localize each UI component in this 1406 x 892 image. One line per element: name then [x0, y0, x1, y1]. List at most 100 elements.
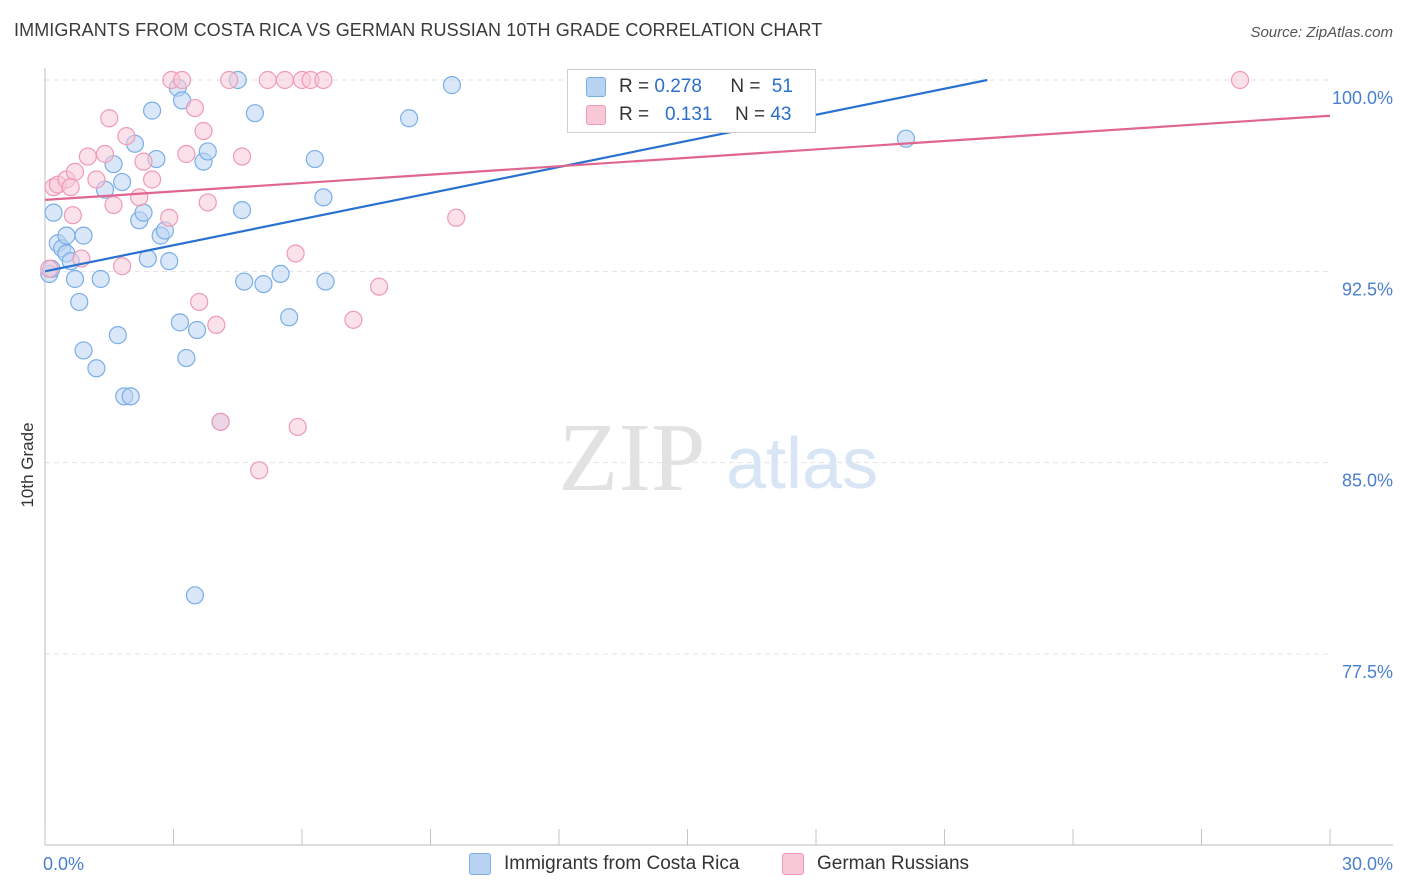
bottom-legend-swatch-pink	[782, 853, 804, 875]
watermark-atlas: atlas	[726, 424, 878, 504]
point-german-russian	[160, 208, 179, 227]
point-costa-rica	[399, 109, 419, 128]
point-german-russian	[370, 277, 389, 296]
point-german-russian	[185, 98, 205, 118]
point-costa-rica	[305, 149, 324, 169]
point-german-russian	[220, 70, 239, 90]
legend-row-german-russians: R = 0.131 N = 43	[586, 104, 791, 126]
bottom-legend-label: German Russians	[817, 853, 970, 874]
trend-lines	[44, 78, 1331, 273]
legend-r-value: 0.278	[654, 76, 702, 97]
point-costa-rica	[232, 201, 252, 220]
point-costa-rica	[70, 292, 89, 312]
point-costa-rica	[271, 264, 290, 283]
chart-title: IMMIGRANTS FROM COSTA RICA VS GERMAN RUS…	[14, 20, 823, 40]
y-tick-label: 85.0%	[1342, 471, 1393, 491]
point-costa-rica	[185, 586, 205, 605]
point-german-russian	[250, 461, 269, 480]
point-costa-rica	[254, 274, 273, 294]
point-german-russian	[447, 208, 466, 227]
point-costa-rica	[170, 313, 190, 332]
point-german-russian	[344, 310, 363, 329]
legend-row-costa-rica: R = 0.278 N = 51	[586, 76, 793, 98]
point-german-russian	[78, 147, 97, 166]
point-german-russian	[207, 315, 226, 335]
trend-line-german-russian	[44, 114, 1331, 201]
point-german-russian	[63, 206, 82, 225]
watermark: ZIP atlas	[559, 404, 879, 512]
point-costa-rica	[245, 104, 264, 123]
point-costa-rica	[91, 269, 110, 289]
y-tick-label: 100.0%	[1332, 88, 1393, 108]
point-german-russian	[232, 147, 252, 166]
point-german-russian	[194, 121, 213, 141]
point-german-russian	[130, 188, 149, 207]
legend-swatch-pink	[586, 105, 606, 125]
legend-n-label: N =	[734, 104, 766, 125]
point-german-russian	[198, 193, 217, 212]
point-costa-rica	[142, 101, 162, 120]
point-german-russian	[288, 417, 307, 437]
point-costa-rica	[57, 226, 76, 245]
trend-line-costa-rica	[44, 78, 988, 273]
point-costa-rica	[160, 252, 179, 271]
point-german-russian	[61, 178, 80, 197]
bottom-legend-german-russians: German Russians	[782, 851, 969, 877]
point-german-russian	[258, 70, 277, 90]
bottom-legend-costa-rica: Immigrants from Costa Rica	[469, 851, 739, 877]
y-tick-label: 92.5%	[1342, 279, 1393, 299]
point-costa-rica	[198, 142, 217, 161]
legend-r-value: 0.131	[664, 104, 713, 125]
point-german-russian	[95, 144, 115, 164]
gridlines	[45, 79, 1330, 655]
legend-r-label: R =	[619, 104, 650, 125]
stats-legend: R = 0.278 N = 51 R = 0.131 N = 43	[567, 69, 816, 133]
tick-labels: 77.5% 85.0% 92.5% 100.0% 0.0% 30.0%	[43, 88, 1393, 874]
point-german-russian	[134, 152, 153, 171]
point-costa-rica	[112, 172, 132, 192]
data-points	[40, 70, 1250, 605]
point-costa-rica	[314, 188, 333, 207]
point-german-russian	[100, 109, 119, 128]
legend-n-label: N =	[730, 76, 761, 97]
point-german-russian	[117, 127, 136, 146]
point-german-russian	[275, 70, 294, 90]
point-costa-rica	[134, 203, 153, 222]
point-german-russian	[177, 144, 196, 164]
point-costa-rica	[280, 308, 299, 327]
point-german-russian	[142, 170, 162, 189]
point-costa-rica	[442, 76, 462, 95]
point-costa-rica	[108, 326, 127, 345]
point-costa-rica	[44, 203, 63, 222]
watermark-zip: ZIP	[559, 404, 706, 512]
point-costa-rica	[65, 269, 85, 289]
point-german-russian	[87, 170, 106, 189]
axes	[44, 68, 1393, 846]
point-german-russian	[211, 412, 230, 431]
y-tick-label: 77.5%	[1342, 662, 1393, 682]
point-costa-rica	[87, 359, 106, 378]
point-costa-rica	[177, 348, 196, 368]
legend-swatch-blue	[586, 77, 606, 97]
point-german-russian	[65, 162, 85, 181]
point-german-russian	[112, 257, 132, 276]
point-german-russian	[1230, 70, 1250, 90]
bottom-legend-label: Immigrants from Costa Rica	[504, 853, 740, 874]
legend-n-value: 51	[771, 76, 793, 97]
source-label: Source: ZipAtlas.com	[1250, 24, 1393, 41]
x-tick-label-min: 0.0%	[43, 854, 84, 874]
point-german-russian	[190, 292, 209, 312]
point-costa-rica	[316, 272, 335, 291]
x-tick-label-max: 30.0%	[1342, 854, 1393, 874]
point-costa-rica	[74, 341, 93, 360]
bottom-legend-swatch-blue	[469, 853, 491, 875]
point-german-russian	[172, 70, 192, 90]
point-german-russian	[314, 70, 333, 90]
legend-n-value: 43	[770, 104, 792, 125]
point-german-russian	[104, 195, 123, 215]
point-costa-rica	[74, 226, 93, 245]
point-costa-rica	[121, 387, 140, 406]
point-costa-rica	[187, 320, 207, 340]
point-german-russian	[286, 244, 305, 263]
